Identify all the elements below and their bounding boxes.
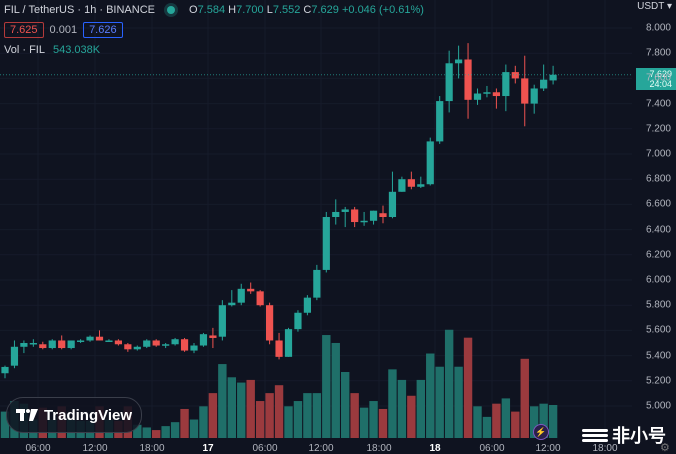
time-tick-label: 12:00 — [535, 443, 561, 454]
flash-icon[interactable]: ⚡ — [533, 424, 549, 440]
time-tick-label: 12:00 — [308, 443, 334, 454]
price-tick-label: 6.400 — [645, 224, 671, 236]
price-tick-label: 7.200 — [645, 123, 671, 135]
time-tick-label: 18:00 — [139, 443, 165, 454]
time-tick-label: 06:00 — [25, 443, 51, 454]
buy-price-button[interactable]: 7.626 — [83, 22, 123, 38]
gear-icon[interactable]: ⚙ — [660, 442, 670, 454]
time-tick-label: 06:00 — [252, 443, 278, 454]
price-change: +0.046 (+0.61%) — [341, 4, 424, 16]
time-tick-label: 18:00 — [592, 443, 618, 454]
price-tick-label: 7.000 — [645, 148, 671, 160]
volume-value: 543.038K — [52, 44, 101, 56]
time-tick-label: 18:00 — [366, 443, 392, 454]
chart-legend: FIL / TetherUS · 1h · BINANCE O7.584 H7.… — [4, 2, 424, 56]
price-tick-label: 5.600 — [645, 324, 671, 336]
price-tick-label: 7.800 — [645, 47, 671, 59]
price-tick-label: 6.000 — [645, 274, 671, 286]
sell-price-button[interactable]: 7.625 — [4, 22, 44, 38]
price-tick-label: 5.800 — [645, 299, 671, 311]
price-tick-label: 5.200 — [645, 375, 671, 387]
price-axis[interactable]: USDT ▾ 7.629 24:04 8.000 7.800 7.600 7.400 7… — [632, 0, 676, 454]
current-price-tag: 7.629 24:04 — [636, 68, 676, 90]
price-tick-label: 7.600 — [645, 72, 671, 84]
price-tick-label: 8.000 — [645, 22, 671, 34]
time-tick-label: 12:00 — [82, 443, 108, 454]
watermark-icon — [582, 428, 608, 442]
price-tick-label: 6.200 — [645, 249, 671, 261]
price-tick-label: 7.400 — [645, 98, 671, 110]
tradingview-logo[interactable]: TradingView — [6, 397, 142, 433]
currency-selector[interactable]: USDT ▾ — [637, 1, 672, 12]
tradingview-icon — [15, 409, 38, 421]
price-tick-label: 6.600 — [645, 198, 671, 210]
volume-label: Vol · FIL — [4, 44, 45, 56]
price-tick-label: 5.400 — [645, 350, 671, 362]
ohlc-values: O7.584 H7.700 L7.552 C7.629 +0.046 (+0.6… — [189, 4, 424, 16]
watermark: 非小号 — [582, 422, 666, 448]
time-tick-label: 17 — [202, 443, 214, 454]
spread-value: 0.001 — [49, 24, 78, 36]
time-tick-label: 18 — [429, 443, 441, 454]
symbol-title[interactable]: FIL / TetherUS · 1h · BINANCE — [4, 4, 155, 16]
market-status-dot-icon — [167, 6, 175, 14]
price-tick-label: 5.000 — [645, 400, 671, 412]
time-tick-label: 06:00 — [479, 443, 505, 454]
price-tick-label: 6.800 — [645, 173, 671, 185]
